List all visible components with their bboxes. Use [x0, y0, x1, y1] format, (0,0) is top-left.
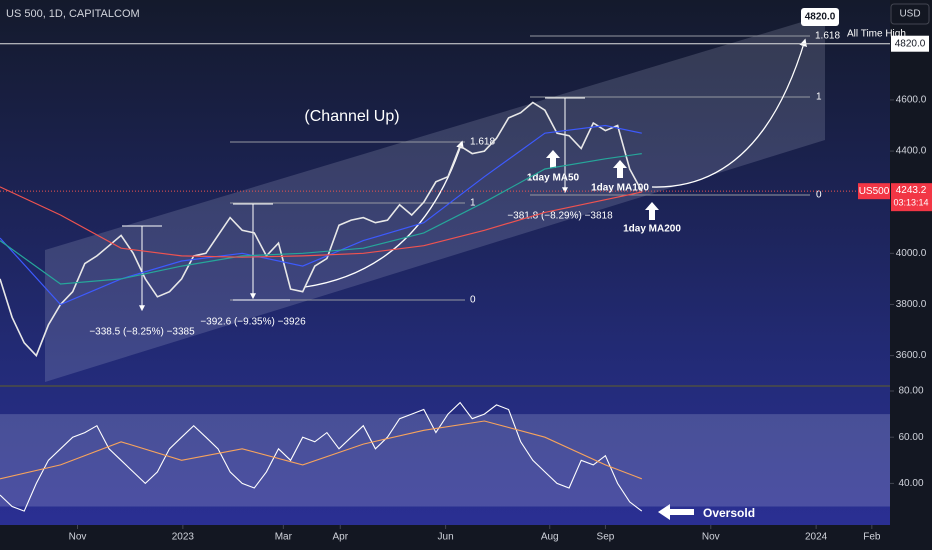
y-tick-label: 4600.0 [896, 95, 927, 106]
ath-callout [801, 8, 839, 26]
fib-label: 1 [816, 92, 822, 103]
x-tick-label: Feb [863, 532, 881, 543]
rsi-tick-label: 40.00 [898, 478, 923, 489]
currency: USD [899, 9, 920, 20]
x-tick-label: 2024 [805, 532, 828, 543]
rsi-tick-label: 60.00 [898, 432, 923, 443]
fib-label: 0 [816, 190, 822, 201]
ath-axis-box [891, 35, 929, 52]
series-line [0, 401, 643, 512]
channel [45, 15, 825, 382]
chart-title: US 500, 1D, CAPITALCOM [6, 8, 140, 20]
measure-label: −392.6 (−9.35%) −3926 [200, 317, 306, 328]
series-line [0, 420, 642, 480]
projection-arrow [651, 38, 807, 188]
rsi-tick-label: 80.00 [898, 386, 923, 397]
measure [122, 97, 585, 312]
ath-axis-label: 4820.0 [895, 38, 926, 49]
fib-label: 1.618 [815, 31, 840, 42]
fib-a [230, 35, 810, 301]
ma-label: 1day MA100 [591, 183, 649, 194]
ma-label: 1day MA200 [623, 224, 681, 235]
y-tick-label: 4000.0 [896, 248, 927, 259]
price-axis [890, 0, 932, 550]
y-tick-label: 4400.0 [896, 146, 927, 157]
x-tick-label: Apr [332, 532, 348, 543]
ma-label: 1day MA50 [527, 173, 580, 184]
y-tick-label: 3800.0 [896, 299, 927, 310]
ma-arrow [546, 150, 694, 520]
x-tick-label: Mar [275, 532, 293, 543]
series-line [0, 124, 642, 306]
ath-text: All Time High [847, 29, 906, 40]
series-name-box [858, 183, 890, 200]
x-tick-label: 2023 [172, 532, 195, 543]
oversold-label: Oversold [703, 506, 755, 520]
series-name: US500 [859, 186, 890, 197]
last-price-label: 4243.2 [896, 185, 927, 196]
currency-box [890, 3, 930, 25]
series-line [0, 101, 643, 358]
fib-label: 1 [470, 198, 476, 209]
series-line [0, 186, 642, 258]
measure-label: −338.5 (−8.25%) −3385 [89, 327, 195, 338]
series-line [0, 153, 642, 285]
fib-label: 1.618 [470, 137, 495, 148]
plot-background [0, 0, 890, 525]
y-tick-label: 3600.0 [896, 350, 927, 361]
x-tick-label: Nov [702, 532, 720, 543]
time-axis [0, 525, 932, 550]
rsi-band [0, 414, 890, 507]
x-tick-label: Jun [438, 532, 454, 543]
ath-callout-label: 4820.0 [805, 12, 836, 23]
measure-label: −381.8 (−8.29%) −3818 [507, 211, 613, 222]
last-price-box [891, 183, 932, 212]
x-tick-label: Sep [597, 532, 615, 543]
channel-label: (Channel Up) [304, 108, 399, 125]
fib-label: 0 [470, 295, 476, 306]
x-tick-label: Aug [541, 532, 559, 543]
countdown: 03:13:14 [893, 198, 928, 208]
x-tick-label: Nov [69, 532, 87, 543]
